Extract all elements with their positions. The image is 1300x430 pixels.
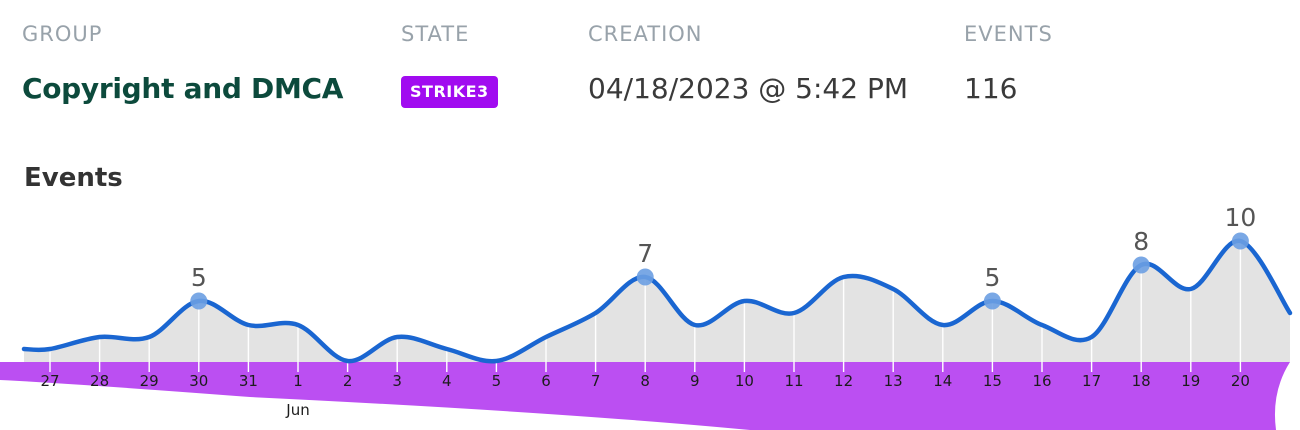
group-column-label: GROUP: [22, 22, 103, 46]
x-tick-label: 9: [690, 372, 700, 390]
x-tick-label: 11: [784, 372, 803, 390]
events-line: [21, 238, 1293, 364]
x-tick-label: 28: [90, 372, 109, 390]
data-point-marker: [636, 268, 654, 286]
events-count: 116: [964, 72, 1018, 105]
x-tick-label: 17: [1082, 372, 1101, 390]
x-tick-label: 5: [492, 372, 502, 390]
x-tick-label: 7: [591, 372, 601, 390]
x-tick-label: 12: [834, 372, 853, 390]
x-tick-label: 30: [189, 372, 208, 390]
data-point-marker: [1132, 256, 1150, 274]
events-column-label: EVENTS: [964, 22, 1053, 46]
x-tick-label: 10: [735, 372, 754, 390]
x-tick-label: 27: [40, 372, 59, 390]
data-label: 5: [984, 263, 1000, 292]
x-tick-label: 18: [1132, 372, 1151, 390]
timeline-band: [0, 362, 1290, 430]
x-tick-label: 16: [1032, 372, 1051, 390]
x-tick-label: 19: [1181, 372, 1200, 390]
data-label: 7: [637, 239, 653, 268]
x-tick-label: 31: [239, 372, 258, 390]
data-label: 8: [1133, 227, 1149, 256]
events-section-title: Events: [24, 163, 123, 193]
x-tick-label: 1: [293, 372, 303, 390]
x-tick-label: 29: [140, 372, 159, 390]
x-tick-label: 8: [640, 372, 650, 390]
events-area: [24, 240, 1290, 362]
data-point-marker: [190, 292, 208, 310]
creation-date: 04/18/2023 @ 5:42 PM: [588, 72, 909, 105]
data-label: 10: [1224, 203, 1256, 232]
x-tick-label: 20: [1231, 372, 1250, 390]
month-label: Jun: [285, 401, 309, 419]
x-tick-label: 6: [541, 372, 551, 390]
data-label: 5: [191, 263, 207, 292]
x-tick-label: 3: [392, 372, 402, 390]
data-point-marker: [983, 292, 1001, 310]
x-tick-label: 2: [343, 372, 353, 390]
x-tick-label: 4: [442, 372, 452, 390]
x-tick-label: 13: [884, 372, 903, 390]
creation-column-label: CREATION: [588, 22, 703, 46]
x-tick-label: 14: [933, 372, 952, 390]
state-badge: STRIKE3: [401, 76, 498, 108]
data-point-marker: [1231, 232, 1249, 250]
state-column-label: STATE: [401, 22, 470, 46]
summary-header: GROUP STATE CREATION EVENTS Copyright an…: [0, 0, 1300, 140]
x-tick-label: 15: [983, 372, 1002, 390]
group-name[interactable]: Copyright and DMCA: [22, 72, 344, 105]
